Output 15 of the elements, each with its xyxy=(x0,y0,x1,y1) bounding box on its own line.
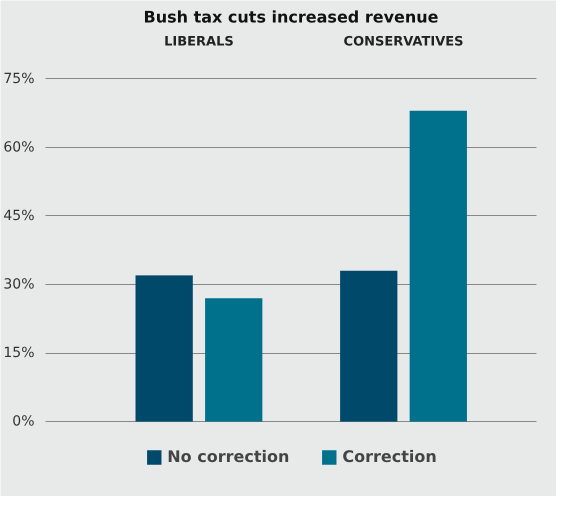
bar xyxy=(136,275,193,422)
y-tick-label: 15% xyxy=(3,345,35,362)
y-tick-label: 45% xyxy=(3,208,35,224)
bar xyxy=(205,298,262,422)
y-tick-label: 0% xyxy=(12,414,35,430)
legend-label: No correction xyxy=(167,447,290,466)
x-tick-label: CONSERVATIVES xyxy=(344,34,464,50)
y-tick-label: 75% xyxy=(3,70,35,87)
bar xyxy=(340,270,398,422)
bar xyxy=(410,110,467,422)
chart-title: Bush tax cuts increased revenue xyxy=(144,8,439,26)
y-tick-label: 30% xyxy=(3,276,35,292)
y-tick-label: 60% xyxy=(3,139,35,156)
x-tick-label: LIBERALS xyxy=(164,34,234,50)
legend-label: Correction xyxy=(342,447,437,466)
